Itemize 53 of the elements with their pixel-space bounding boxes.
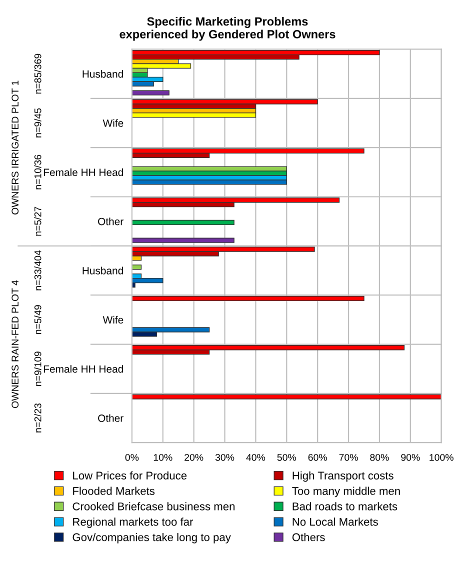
legend-label: Flooded Markets [73,486,155,495]
y-tick-label: Other [98,414,124,422]
text: n=33/404 [34,250,42,290]
y-tick-label: Female HH Head [44,365,123,373]
x-tick-label: 40% [246,454,266,461]
text: OWNERS RAIN-FED PLOT 4 [12,280,19,408]
chart-title: Specific Marketing Problems experienced by Gendered Plot Owners [120,16,336,41]
y-tick-label: Other [98,218,124,226]
x-tick-label: 100% [430,454,454,461]
legend-label: High Transport costs [292,471,394,482]
text: n=5/27 [34,206,42,236]
x-tick-label: 30% [215,454,234,461]
bar [132,394,442,400]
bar [132,220,234,226]
y-tick-label: Husband [82,70,123,78]
x-tick-label: 0% [125,454,139,461]
bar [132,148,364,154]
y-tick-label: Wife [102,119,124,127]
y-tick-label: Husband [82,266,123,274]
x-tick-label: 10% [154,454,172,461]
legend-label: Low Prices for Produce [73,471,187,480]
legend-label: Bad roads to markets [292,502,398,510]
y-tick-label: Female HH Head [44,168,123,176]
legend-label: Too many middle men [292,486,400,498]
bar [132,50,380,56]
x-tick-label: 90% [401,454,420,461]
x-tick-label: 60% [308,454,327,461]
y-tick-label: Wife [102,316,124,324]
bar [132,198,340,203]
text: n=85/369 [34,54,42,94]
text: n=9/45 [34,108,42,138]
legend-label: Regional markets too far [73,518,194,528]
x-tick-label: 20% [184,454,204,461]
bar [132,63,192,69]
bar [132,264,142,270]
legend-label: Crooked Briefcase business men [72,502,235,510]
legend-label: Others [292,533,325,542]
x-tick-label: 50% [277,454,296,461]
text: n=5/49 [34,305,42,334]
bar [132,345,405,350]
bar [132,296,364,302]
bar [132,99,318,104]
x-tick-label: 80% [370,454,389,461]
text: n=10/36 [34,154,42,190]
text: n=9/109 [34,352,42,386]
bar [132,238,234,243]
legend-label: Gov/companies take long to pay [72,533,231,544]
text: n=2/23 [34,403,42,432]
bar [132,278,164,284]
legend-label: No Local Markets [292,518,378,526]
text: OWNERS IRRIGATED PLOT 1 [12,80,19,214]
bar [132,90,170,96]
x-tick-label: 70% [339,454,358,461]
